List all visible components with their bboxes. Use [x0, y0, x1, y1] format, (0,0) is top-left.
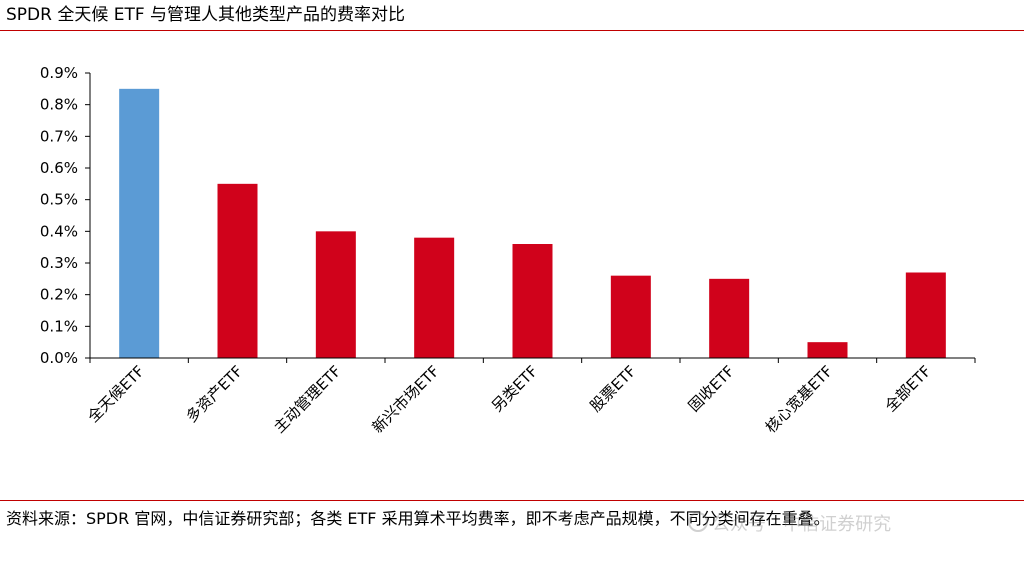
- footer-divider: [0, 500, 1024, 501]
- x-category-label: 股票ETF: [586, 362, 639, 415]
- bar: [217, 183, 258, 358]
- x-category-label: 固收ETF: [685, 362, 738, 415]
- bar: [709, 278, 750, 358]
- x-category-label: 全天候ETF: [84, 362, 148, 426]
- watermark: 公众号 · 中信证券研究: [688, 510, 891, 536]
- bar: [315, 231, 356, 358]
- x-category-label: 核心宽基ETF: [762, 362, 836, 436]
- x-category-label: 多资产ETF: [182, 362, 246, 426]
- y-tick-label: 0.4%: [40, 222, 78, 240]
- chart-title: SPDR 全天候 ETF 与管理人其他类型产品的费率对比: [6, 5, 406, 25]
- bar-series: [119, 88, 946, 359]
- watermark-text: 公众号 · 中信证券研究: [712, 514, 892, 535]
- bar: [905, 272, 946, 358]
- y-tick-label: 0.7%: [40, 127, 78, 145]
- y-tick-label: 0.5%: [40, 191, 78, 209]
- bar: [119, 88, 160, 359]
- y-tick-label: 0.3%: [40, 254, 78, 272]
- y-tick-label: 0.2%: [40, 286, 78, 304]
- bar: [807, 342, 848, 358]
- source-note: 资料来源：SPDR 官网，中信证券研究部；各类 ETF 采用算术平均费率，即不考…: [6, 509, 830, 528]
- wechat-icon: [688, 512, 708, 532]
- y-tick-label: 0.1%: [40, 317, 78, 335]
- x-category-label: 新兴市场ETF: [369, 362, 443, 436]
- x-category-label: 另类ETF: [488, 362, 541, 415]
- y-axis: 0.0% 0.1% 0.2% 0.3% 0.4% 0.5% 0.6% 0.7% 0.8% 0.9%: [40, 64, 91, 367]
- bar: [512, 244, 553, 358]
- x-axis: 全天候ETF 多资产ETF 主动管理ETF 新兴市场ETF 另类ETF 股票ETF 固收ET…: [84, 357, 976, 437]
- x-category-label: 全部ETF: [881, 362, 934, 415]
- bar: [610, 275, 651, 358]
- y-tick-label: 0.8%: [40, 96, 78, 114]
- y-tick-label: 0.6%: [40, 159, 78, 177]
- bar-chart: 0.0% 0.1% 0.2% 0.3% 0.4% 0.5% 0.6% 0.7% 0.8% 0.9%…: [40, 64, 976, 437]
- bar: [414, 237, 455, 358]
- x-category-label: 主动管理ETF: [270, 362, 344, 436]
- y-tick-label: 0.0%: [40, 349, 78, 367]
- y-tick-label: 0.9%: [40, 64, 78, 82]
- title-divider: [0, 30, 1024, 31]
